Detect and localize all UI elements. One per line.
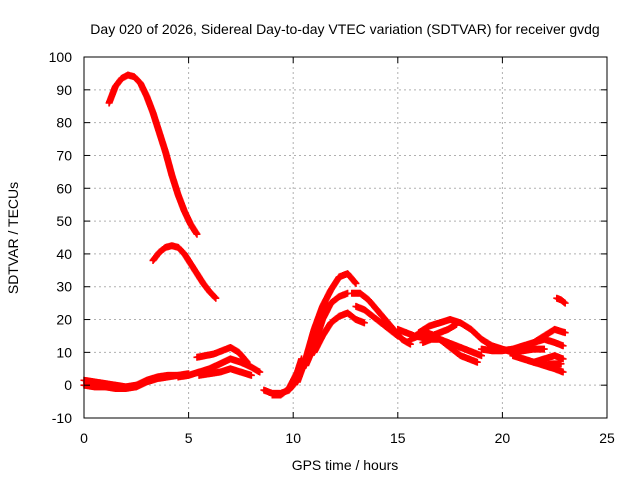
series-arc-22h-d xyxy=(530,335,567,350)
series-arc-6h-low xyxy=(195,365,255,379)
x-tick-label: 10 xyxy=(285,430,301,446)
series-arc-22h-e xyxy=(540,360,565,369)
y-axis-label: SDTVAR / TECUs xyxy=(5,182,21,294)
data-point xyxy=(212,294,220,302)
data-point xyxy=(473,358,481,366)
plot-border xyxy=(83,56,608,419)
data-point xyxy=(193,230,201,238)
y-tick-label: 0 xyxy=(64,377,72,393)
y-tick-label: 50 xyxy=(56,213,72,229)
data-point xyxy=(559,355,567,363)
x-tick-label: 0 xyxy=(80,430,88,446)
series-arc-mid-peak xyxy=(149,242,220,302)
series-arc-16h-wave-2 xyxy=(419,335,485,360)
y-tick-label: 70 xyxy=(56,147,72,163)
series-arc-high-peak xyxy=(105,71,201,238)
data-point xyxy=(394,332,402,340)
y-tick-label: 60 xyxy=(56,180,72,196)
data-point xyxy=(352,279,360,287)
series-arc-11h-rise-2 xyxy=(302,289,352,369)
chart-title: Day 020 of 2026, Sidereal Day-to-day VTE… xyxy=(90,21,599,37)
data-point xyxy=(559,368,567,376)
x-tick-label: 20 xyxy=(495,430,511,446)
data-point xyxy=(256,368,264,376)
data-series xyxy=(80,71,569,399)
y-tick-label: 100 xyxy=(49,49,73,65)
y-tick-label: 40 xyxy=(56,246,72,262)
y-tick-label: 10 xyxy=(56,344,72,360)
y-tick-label: 90 xyxy=(56,82,72,98)
x-tick-label: 5 xyxy=(185,430,193,446)
data-point xyxy=(561,299,569,307)
data-point xyxy=(559,342,567,350)
x-axis-label: GPS time / hours xyxy=(292,457,399,473)
series-arc-6h-mid xyxy=(174,355,264,381)
series-arc-23h-tail xyxy=(553,294,569,307)
y-tick-label: -10 xyxy=(52,410,72,426)
axis-ticks: 0 5 10 15 20 25 -10 0 10 20 30 40 50 60 70 80 90 100 xyxy=(49,49,615,446)
data-point xyxy=(540,345,548,353)
series-arc-13h-fall-2 xyxy=(352,302,402,340)
x-tick-label: 25 xyxy=(599,430,615,446)
y-tick-label: 30 xyxy=(56,279,72,295)
y-tick-label: 80 xyxy=(56,115,72,131)
series-arc-16h-wave-3 xyxy=(415,316,548,356)
data-point xyxy=(557,360,565,368)
series-arc-11h-rise-3 xyxy=(310,309,368,356)
data-point xyxy=(247,371,255,379)
data-point xyxy=(561,329,569,337)
data-point xyxy=(560,298,568,306)
data-point xyxy=(360,319,368,327)
y-tick-label: 20 xyxy=(56,312,72,328)
x-tick-label: 15 xyxy=(390,430,406,446)
data-point xyxy=(477,352,485,360)
